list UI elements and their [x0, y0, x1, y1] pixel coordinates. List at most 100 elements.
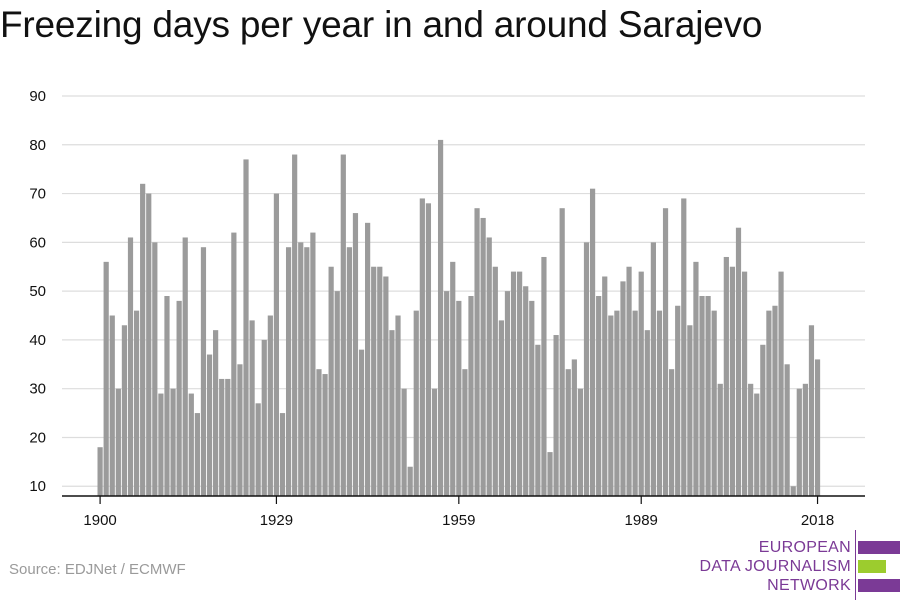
bar-1949 — [395, 315, 401, 496]
bar-1989 — [638, 271, 644, 496]
bar-1943 — [358, 349, 365, 496]
bar-1953 — [419, 198, 425, 496]
bar-2000 — [705, 296, 711, 496]
bar-1965 — [492, 266, 498, 496]
bar-2007 — [748, 383, 754, 496]
bar-1987 — [626, 266, 632, 496]
bar-1929 — [273, 193, 280, 496]
y-axis-labels: 10 20 30 40 50 60 70 80 90 — [29, 88, 46, 495]
logo-divider — [855, 530, 856, 600]
bar-1925 — [249, 320, 255, 496]
bar-1993 — [662, 208, 669, 496]
y-tick-label-50: 50 — [29, 283, 46, 300]
bar-1962 — [474, 208, 480, 496]
bar-2016 — [802, 383, 808, 496]
bar-2003 — [723, 256, 729, 496]
bar-1983 — [602, 276, 608, 496]
bar-1900 — [97, 447, 103, 496]
y-tick-label-80: 80 — [29, 137, 46, 154]
bar-1986 — [620, 281, 626, 496]
x-tick-label-1900: 1900 — [83, 512, 116, 529]
bar-2010 — [766, 310, 772, 496]
bar-1928 — [267, 315, 273, 496]
x-tick-label-1929: 1929 — [260, 512, 293, 529]
bar-2008 — [754, 393, 760, 496]
x-tick-label-1989: 1989 — [625, 512, 658, 529]
bar-1998 — [693, 261, 699, 496]
y-tick-label-90: 90 — [29, 88, 46, 105]
chart-title: Freezing days per year in and around Sar… — [0, 4, 763, 45]
bar-1968 — [510, 271, 517, 496]
logo-bar-green — [858, 560, 886, 573]
bar-1959 — [456, 300, 462, 496]
bar-1977 — [565, 369, 571, 496]
bar-1982 — [596, 296, 602, 496]
bar-1907 — [140, 183, 146, 496]
bar-1924 — [243, 159, 249, 497]
bar-2012 — [778, 271, 784, 496]
bar-1918 — [206, 354, 213, 496]
bar-2001 — [711, 310, 717, 496]
bar-1973 — [541, 256, 547, 496]
bar-1967 — [504, 291, 511, 496]
bar-1976 — [559, 208, 565, 496]
bar-1969 — [517, 271, 523, 496]
bar-1951 — [407, 466, 413, 496]
bar-2014 — [790, 486, 796, 496]
y-tick-label-40: 40 — [29, 332, 46, 349]
edjnet-logo: EUROPEAN DATA JOURNALISM NETWORK — [700, 530, 900, 600]
bar-1932 — [292, 154, 298, 496]
bar-1955 — [431, 388, 438, 496]
bar-1921 — [225, 378, 231, 496]
bar-1939 — [334, 291, 340, 496]
bar-1910 — [158, 393, 164, 496]
bar-1974 — [547, 452, 553, 496]
bar-1927 — [261, 339, 267, 496]
bar-1903 — [115, 388, 121, 496]
bar-1978 — [571, 359, 577, 496]
bar-1999 — [699, 296, 705, 496]
bar-1948 — [389, 330, 395, 496]
source-note: Source: EDJNet / ECMWF — [9, 561, 186, 578]
bar-1916 — [194, 413, 200, 496]
bar-1923 — [237, 364, 243, 496]
bar-2004 — [729, 266, 736, 496]
x-tick-label-2018: 2018 — [801, 512, 834, 529]
logo-line-data-journalism: DATA JOURNALISM — [699, 558, 851, 575]
y-tick-label-10: 10 — [29, 478, 46, 495]
bar-1957 — [444, 291, 450, 496]
bar-1950 — [401, 388, 407, 496]
bar-1992 — [656, 310, 663, 496]
bar-1975 — [553, 335, 559, 496]
bar-1905 — [127, 237, 134, 496]
bar-2015 — [796, 388, 802, 496]
bar-1947 — [383, 276, 389, 496]
bar-2013 — [784, 364, 790, 496]
bar-1919 — [213, 330, 219, 496]
bar-1980 — [583, 242, 590, 496]
bar-2009 — [760, 344, 766, 496]
bar-1954 — [425, 203, 432, 496]
bar-1931 — [285, 247, 292, 496]
bar-1936 — [316, 369, 322, 496]
bar-1913 — [176, 300, 182, 496]
bar-1960 — [462, 369, 468, 496]
bar-1940 — [340, 154, 346, 496]
x-tick-label-1959: 1959 — [442, 512, 475, 529]
logo-bar-purple-top — [858, 541, 900, 554]
bar-1988 — [632, 310, 638, 496]
bar-1906 — [133, 310, 140, 496]
bar-1997 — [687, 325, 693, 496]
y-tick-label-30: 30 — [29, 381, 46, 398]
bar-1911 — [164, 296, 170, 496]
bars — [97, 139, 821, 497]
bar-1994 — [669, 369, 675, 496]
bar-1945 — [371, 266, 377, 496]
bar-1902 — [109, 315, 115, 496]
bar-1917 — [200, 247, 207, 496]
bar-1991 — [650, 242, 656, 496]
logo-line-network: NETWORK — [767, 577, 851, 594]
bar-1963 — [480, 217, 486, 496]
bar-1979 — [577, 388, 584, 496]
